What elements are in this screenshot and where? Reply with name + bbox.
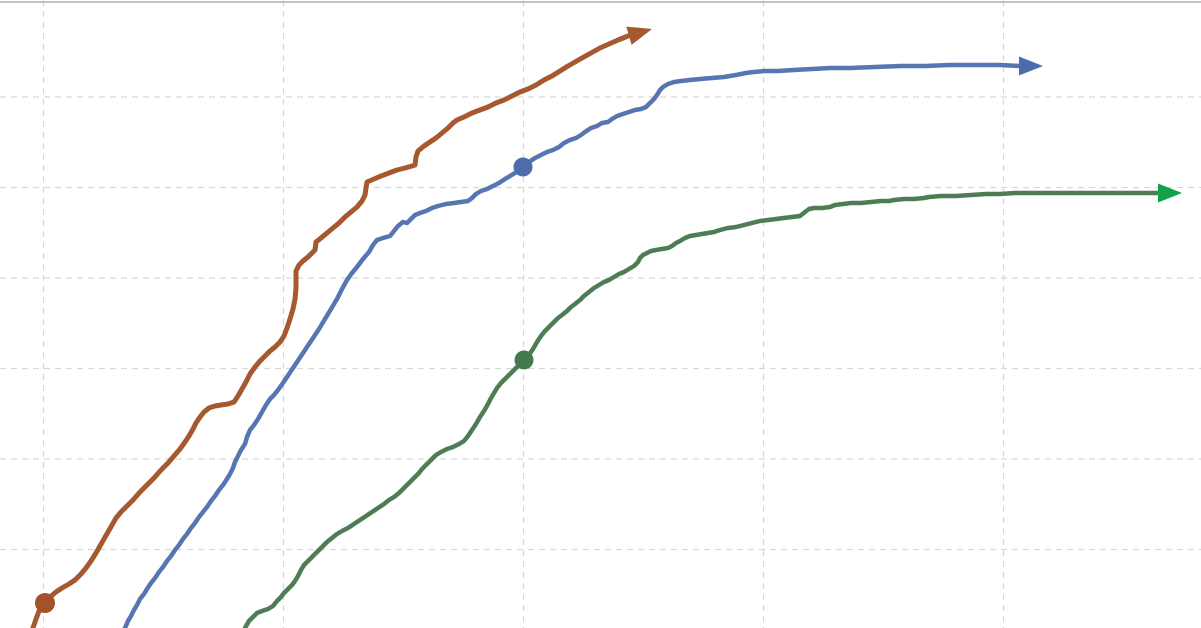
series-green — [242, 183, 1182, 628]
series-green-arrowhead-icon — [1158, 183, 1182, 203]
series-blue-arrowhead-icon — [1019, 56, 1043, 76]
series-orange-arrowhead-icon — [626, 26, 652, 45]
series-orange-marker — [35, 593, 55, 613]
series-orange — [30, 26, 652, 628]
series-blue — [122, 56, 1043, 628]
series-blue-line — [122, 62, 1031, 628]
series-green-line — [242, 190, 1170, 628]
series-orange-line — [30, 30, 641, 628]
series-blue-marker — [513, 157, 533, 177]
series-green-marker — [514, 350, 534, 370]
